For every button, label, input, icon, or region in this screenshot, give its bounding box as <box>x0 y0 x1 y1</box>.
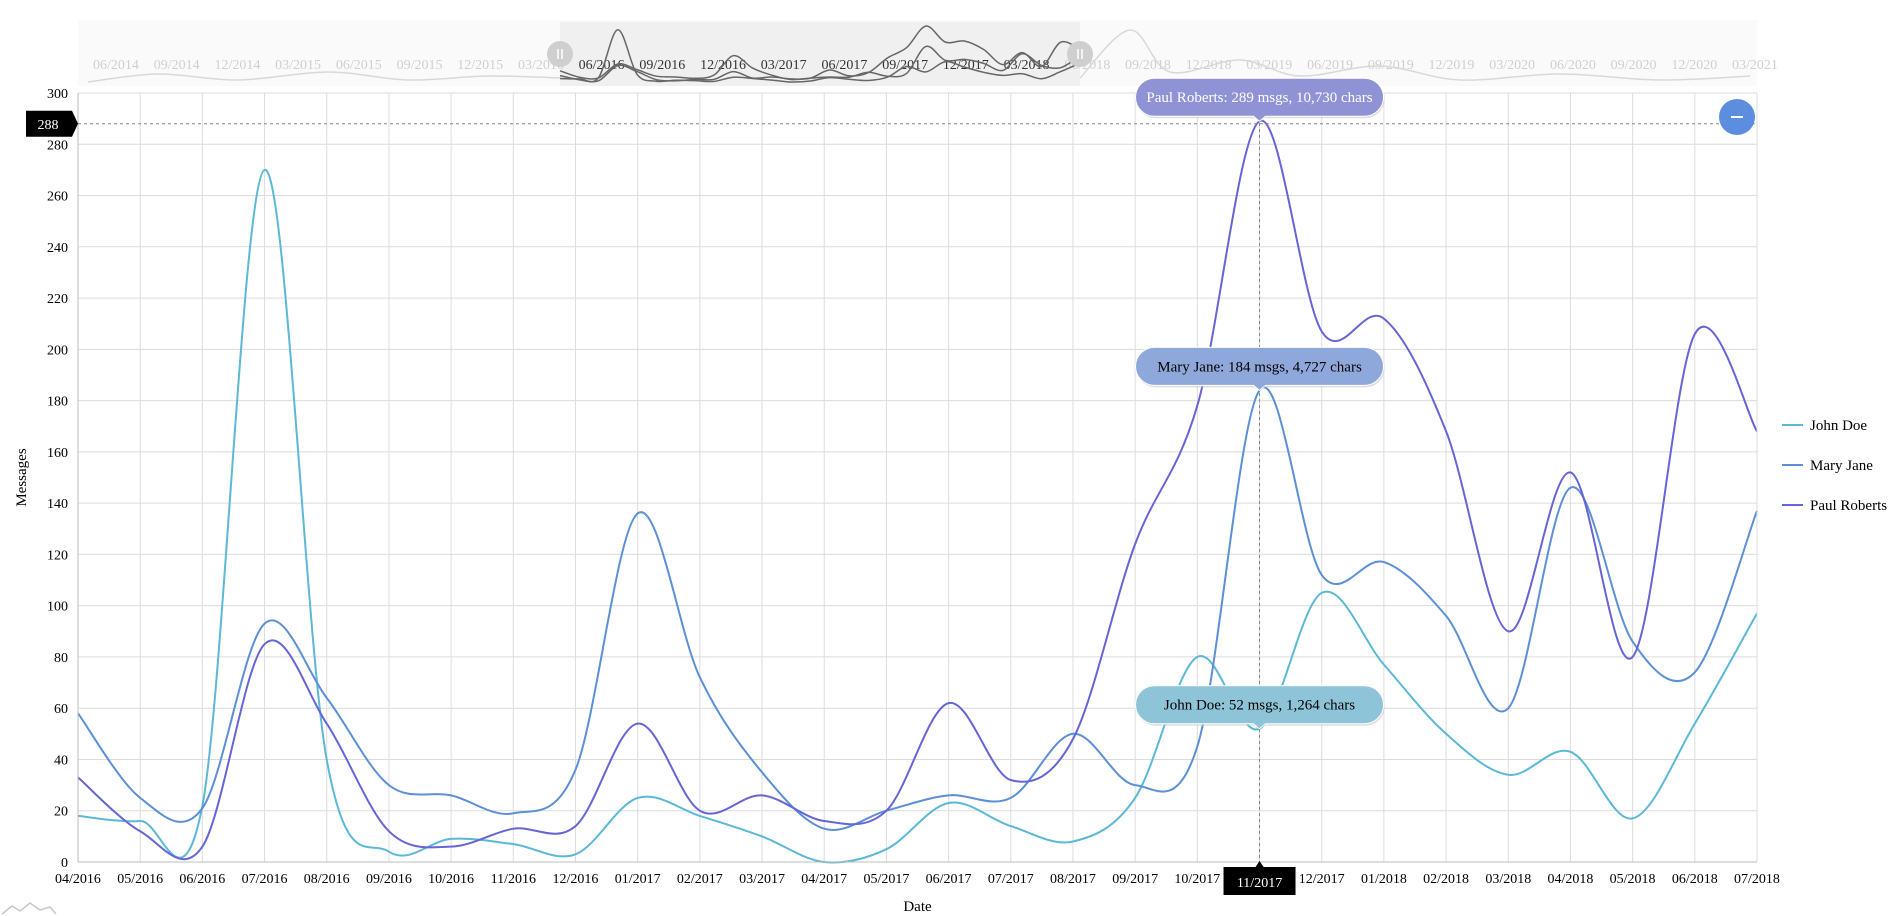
x-tick-label: 08/2017 <box>1050 872 1096 887</box>
navigator-series <box>559 25 1081 83</box>
y-crosshair-value: 288 <box>38 118 59 133</box>
navigator-tick-label: 12/2019 <box>1429 58 1475 73</box>
x-tick-label: 07/2018 <box>1734 872 1780 887</box>
x-tick-label: 11/2016 <box>491 872 536 887</box>
y-tick-label: 100 <box>47 600 68 615</box>
x-tick-label: 05/2017 <box>863 872 909 887</box>
x-tick-label: 12/2017 <box>1299 872 1345 887</box>
x-tick-label: 02/2017 <box>677 872 723 887</box>
x-tick-label: 04/2018 <box>1547 872 1593 887</box>
chart-axes: 0 20 40 60 80 100 120 140 160 180 200 220 240 260 280 3… <box>1 87 1780 915</box>
x-tick-label: 03/2018 <box>1485 872 1531 887</box>
navigator-tick-label: 03/2021 <box>1732 58 1778 73</box>
y-tick-label: 20 <box>54 805 68 820</box>
navigator-tick-label: 09/2014 <box>154 58 200 73</box>
navigator-tick-label: 12/2015 <box>457 58 503 73</box>
x-tick-label: 03/2017 <box>739 872 785 887</box>
x-tick-label: 06/2018 <box>1672 872 1718 887</box>
x-tick-label: 10/2017 <box>1174 872 1220 887</box>
y-tick-label: 200 <box>47 343 68 358</box>
y-tick-label: 60 <box>54 702 68 717</box>
y-tick-label: 140 <box>47 497 68 512</box>
series-layer <box>77 120 1758 864</box>
y-axis-title: Messages <box>14 448 30 506</box>
y-tick-label: 280 <box>47 138 68 153</box>
y-tick-label: 120 <box>47 548 68 563</box>
navigator-series <box>559 45 1081 81</box>
x-tick-label: 05/2016 <box>117 872 163 887</box>
navigator-tick-label: 09/2020 <box>1611 58 1657 73</box>
crosshair-overlay: 288 11/2017 Paul Roberts: 289 msgs, 10,730… <box>26 77 1757 895</box>
navigator-tick-label: 09/2016 <box>639 58 685 73</box>
legend-label[interactable]: Paul Roberts <box>1810 498 1887 514</box>
x-tick-label: 01/2018 <box>1361 872 1407 887</box>
x-tick-label: 05/2018 <box>1610 872 1656 887</box>
navigator-tick-label: 03/2015 <box>275 58 321 73</box>
chart-logo-icon <box>1 902 57 915</box>
navigator-tick-label: 12/2020 <box>1671 58 1717 73</box>
navigator-tick-label: 09/2015 <box>397 58 443 73</box>
x-tick-label: 06/2016 <box>179 872 225 887</box>
range-navigator[interactable]: 06/2014 09/2014 12/2014 03/2015 06/2015 09/20… <box>78 20 1778 86</box>
tooltip-box <box>1135 77 1384 122</box>
y-tick-label: 40 <box>54 753 68 768</box>
series-line <box>77 386 1758 831</box>
navigator-tick-label: 03/2018 <box>1004 58 1050 73</box>
x-crosshair-badge <box>1223 861 1296 895</box>
x-crosshair-value: 11/2017 <box>1237 876 1282 891</box>
legend-label[interactable]: Mary Jane <box>1810 458 1873 474</box>
y-tick-label: 80 <box>54 651 68 666</box>
x-tick-label: 08/2016 <box>304 872 350 887</box>
x-tick-label: 07/2016 <box>242 872 288 887</box>
tooltip-text: Paul Roberts: 289 msgs, 10,730 chars <box>1146 90 1372 106</box>
navigator-context-right <box>1079 29 1751 81</box>
x-tick-label: 07/2017 <box>988 872 1034 887</box>
series-line <box>77 120 1758 861</box>
navigator-tick-label: 03/2020 <box>1489 58 1535 73</box>
x-tick-label: 01/2017 <box>615 872 661 887</box>
tooltip-box <box>1135 685 1384 730</box>
navigator-tick-label: 06/2014 <box>93 58 139 73</box>
y-tick-label: 300 <box>47 87 68 102</box>
navigator-right-handle[interactable] <box>1067 41 1093 67</box>
navigator-left-handle[interactable] <box>547 41 573 67</box>
tooltip-text: Mary Jane: 184 msgs, 4,727 chars <box>1157 359 1362 375</box>
tooltip-box <box>1135 346 1384 391</box>
x-tick-label: 09/2016 <box>366 872 412 887</box>
x-tick-label: 04/2016 <box>55 872 101 887</box>
navigator-tick-label: 12/2014 <box>214 58 260 73</box>
x-tick-label: 09/2017 <box>1112 872 1158 887</box>
navigator-tick-label: 03/2019 <box>1246 58 1292 73</box>
navigator-tick-label: 06/2015 <box>336 58 382 73</box>
y-tick-label: 220 <box>47 292 68 307</box>
tooltip-text: John Doe: 52 msgs, 1,264 chars <box>1164 698 1355 714</box>
y-tick-label: 240 <box>47 241 68 256</box>
navigator-tick-label: 09/2018 <box>1125 58 1171 73</box>
chart-grid <box>77 92 1758 863</box>
x-tick-label: 12/2016 <box>553 872 599 887</box>
x-tick-label: 04/2017 <box>801 872 847 887</box>
navigator-tick-label: 03/2017 <box>761 58 807 73</box>
x-axis-title: Date <box>903 899 932 915</box>
chart-legend: John Doe Mary Jane Paul Roberts <box>1782 418 1887 514</box>
series-line <box>77 168 1758 864</box>
navigator-tick-label: 06/2019 <box>1307 58 1353 73</box>
chart-controls[interactable] <box>1719 99 1755 135</box>
legend-label[interactable]: John Doe <box>1810 418 1867 434</box>
navigator-tick-label: 06/2020 <box>1550 58 1596 73</box>
navigator-context-left <box>87 71 561 83</box>
navigator-tick-label: 06/2017 <box>821 58 867 73</box>
navigator-series <box>559 29 1081 83</box>
y-tick-label: 0 <box>61 856 68 871</box>
y-tick-label: 160 <box>47 446 68 461</box>
y-tick-label: 180 <box>47 395 68 410</box>
x-tick-label: 06/2017 <box>926 872 972 887</box>
x-tick-label: 10/2016 <box>428 872 474 887</box>
y-tick-label: 260 <box>47 190 68 205</box>
x-tick-label: 02/2018 <box>1423 872 1469 887</box>
y-crosshair-badge <box>26 110 78 137</box>
